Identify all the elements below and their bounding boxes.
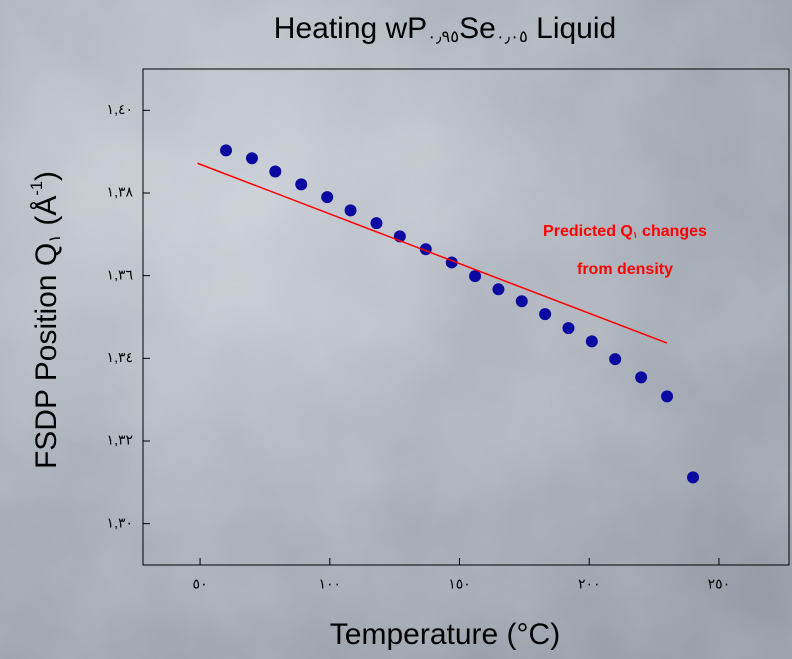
- data-point: [321, 191, 334, 204]
- text-part: ): [30, 171, 63, 181]
- text-part: Se: [459, 12, 496, 45]
- text-part: Predicted Q: [543, 223, 633, 240]
- annotation: Predicted Q١ changes: [543, 223, 707, 240]
- data-point: [585, 335, 598, 348]
- x-tick-label: ١٠٠: [319, 576, 342, 592]
- data-point: [344, 204, 357, 217]
- data-point: [609, 353, 622, 366]
- y-tick-label: ١,٣٨: [107, 184, 134, 200]
- data-point: [469, 270, 482, 283]
- text-part: changes: [638, 223, 707, 240]
- fit-line: [197, 162, 668, 344]
- text-part: Heating wP: [274, 12, 427, 45]
- annotation: from density: [577, 261, 673, 278]
- data-point: [515, 295, 528, 308]
- text-part: from density: [577, 261, 673, 278]
- y-tick-label: ١,٤٠: [107, 101, 133, 117]
- text-part: ٠٫٠٥: [496, 28, 528, 46]
- y-tick-label: ١,٣٤: [107, 349, 133, 365]
- plot-frame: [142, 68, 790, 566]
- chart-title: Heating wP٠٫٩٥Se٠٫٠٥ Liquid: [274, 12, 616, 46]
- data-point: [245, 152, 258, 165]
- data-point: [687, 471, 700, 484]
- y-tick-label: ١,٣٦: [107, 266, 133, 282]
- text-part: FSDP Position Q: [30, 243, 63, 469]
- text-part: -1: [28, 181, 46, 196]
- y-axis-label: FSDP Position Q١ (Å-1): [28, 171, 64, 469]
- y-tick-label: ١,٣٢: [107, 432, 133, 448]
- data-point: [492, 283, 505, 296]
- data-point: [370, 217, 383, 230]
- data-point: [635, 371, 648, 384]
- data-point: [539, 308, 552, 321]
- data-point: [562, 322, 575, 335]
- text-part: Liquid: [528, 12, 616, 45]
- x-tick-label: ٢٠٠: [578, 576, 601, 592]
- text-part: ٠٫٩٥: [427, 28, 459, 46]
- x-axis-label: Temperature (°C): [330, 618, 560, 651]
- text-part: (Å: [30, 196, 63, 234]
- x-tick-label: ٥٠: [193, 576, 208, 592]
- text-part: ١: [46, 234, 64, 243]
- data-point: [295, 178, 308, 191]
- data-point: [661, 390, 674, 403]
- x-tick-label: ٢٥٠: [708, 576, 731, 592]
- data-point: [220, 144, 233, 157]
- x-tick-label: ١٥٠: [448, 576, 471, 592]
- data-point: [269, 165, 282, 178]
- text-part: ١: [633, 230, 638, 240]
- y-tick-label: ١,٣٠: [107, 514, 133, 530]
